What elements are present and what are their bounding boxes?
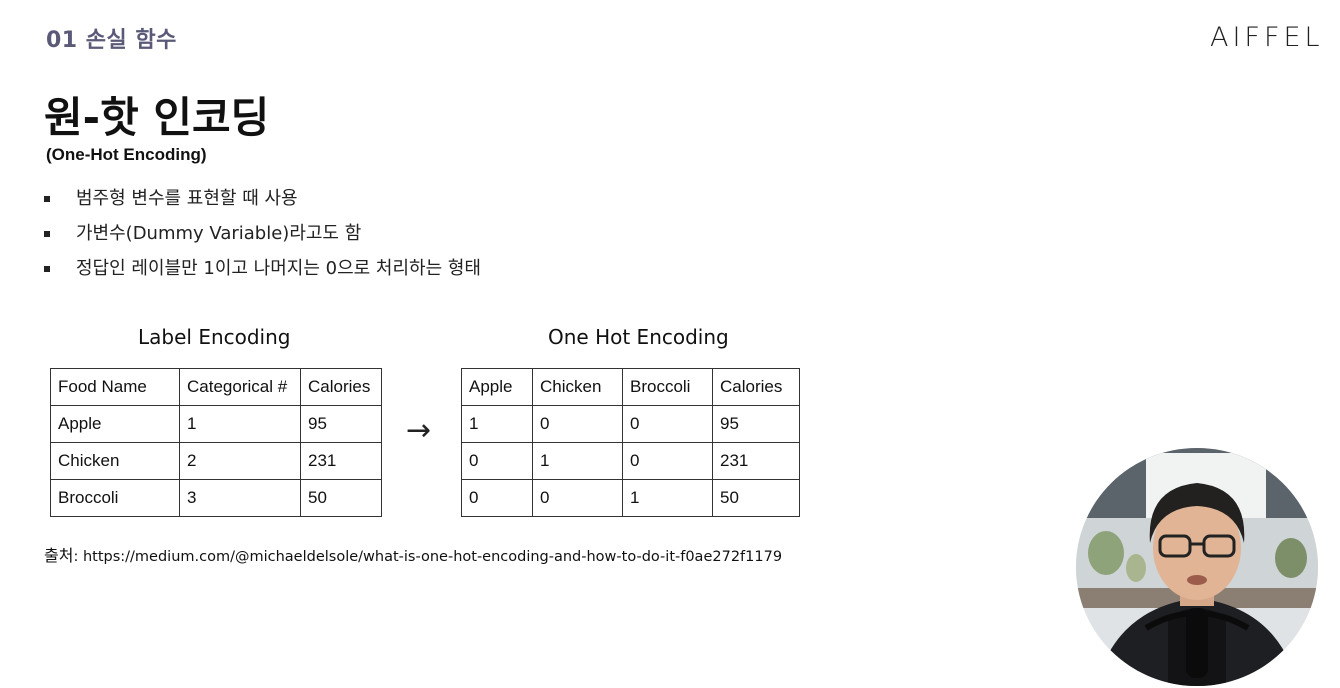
table-cell: 1 <box>622 479 713 517</box>
table-cell: 3 <box>179 479 301 517</box>
source-citation: 출처: https://medium.com/@michaeldelsole/w… <box>44 542 782 566</box>
square-bullet-icon <box>44 266 50 272</box>
table-row: Apple 1 95 <box>50 405 382 443</box>
bullet-list: 범주형 변수를 표현할 때 사용 가변수(Dummy Variable)라고도 … <box>44 184 481 289</box>
table-cell: 1 <box>179 405 301 443</box>
table-row: 1 0 0 95 <box>461 405 800 443</box>
bullet-text: 가변수(Dummy Variable)라고도 함 <box>76 223 362 244</box>
table-cell: 95 <box>300 405 382 443</box>
table-cell: Chicken <box>50 442 180 480</box>
table-row: 0 1 0 231 <box>461 442 800 480</box>
table-cell: 231 <box>300 442 382 480</box>
table-cell: Apple <box>50 405 180 443</box>
table-row: 0 0 1 50 <box>461 479 800 517</box>
table-cell: 0 <box>622 442 713 480</box>
right-arrow-icon: → <box>406 413 432 448</box>
table-cell: 0 <box>622 405 713 443</box>
table-header-cell: Food Name <box>50 368 180 406</box>
presenter-video-frame <box>1076 448 1318 686</box>
table-row: Broccoli 3 50 <box>50 479 382 517</box>
section-label: 01 손실 함수 <box>46 28 177 53</box>
table-cell: 2 <box>179 442 301 480</box>
table-header-cell: Broccoli <box>622 368 713 406</box>
table-header-cell: Apple <box>461 368 533 406</box>
source-url: : https://medium.com/@michaeldelsole/wha… <box>73 549 783 565</box>
slide-title: 원-핫 인코딩 <box>44 93 270 142</box>
bullet-text: 범주형 변수를 표현할 때 사용 <box>76 188 298 209</box>
table-header-row: Food Name Categorical # Calories <box>50 368 382 406</box>
table-cell: 1 <box>461 405 533 443</box>
bullet-text: 정답인 레이블만 1이고 나머지는 0으로 처리하는 형태 <box>76 258 481 279</box>
presenter-webcam <box>1076 448 1318 686</box>
label-encoding-table: Food Name Categorical # Calories Apple 1… <box>50 368 382 517</box>
table-header-cell: Calories <box>712 368 800 406</box>
table-row: Chicken 2 231 <box>50 442 382 480</box>
table-cell: 0 <box>532 405 623 443</box>
table-cell: 0 <box>532 479 623 517</box>
bullet-item: 정답인 레이블만 1이고 나머지는 0으로 처리하는 형태 <box>44 254 481 289</box>
square-bullet-icon <box>44 196 50 202</box>
square-bullet-icon <box>44 231 50 237</box>
one-hot-encoding-table: Apple Chicken Broccoli Calories 1 0 0 95… <box>461 368 800 517</box>
table-header-cell: Chicken <box>532 368 623 406</box>
label-encoding-title: Label Encoding <box>138 325 291 349</box>
one-hot-encoding-title: One Hot Encoding <box>548 325 729 349</box>
table-cell: 1 <box>532 442 623 480</box>
table-cell: 0 <box>461 442 533 480</box>
brand-logo: AIFFEL <box>1210 22 1324 53</box>
slide-subtitle: (One-Hot Encoding) <box>46 145 207 164</box>
bullet-item: 가변수(Dummy Variable)라고도 함 <box>44 219 481 254</box>
table-cell: Broccoli <box>50 479 180 517</box>
table-header-cell: Calories <box>300 368 382 406</box>
table-cell: 0 <box>461 479 533 517</box>
table-cell: 50 <box>712 479 800 517</box>
table-header-cell: Categorical # <box>179 368 301 406</box>
table-cell: 231 <box>712 442 800 480</box>
table-cell: 95 <box>712 405 800 443</box>
source-label: 출처 <box>44 546 74 565</box>
table-header-row: Apple Chicken Broccoli Calories <box>461 368 800 406</box>
table-cell: 50 <box>300 479 382 517</box>
bullet-item: 범주형 변수를 표현할 때 사용 <box>44 184 481 219</box>
